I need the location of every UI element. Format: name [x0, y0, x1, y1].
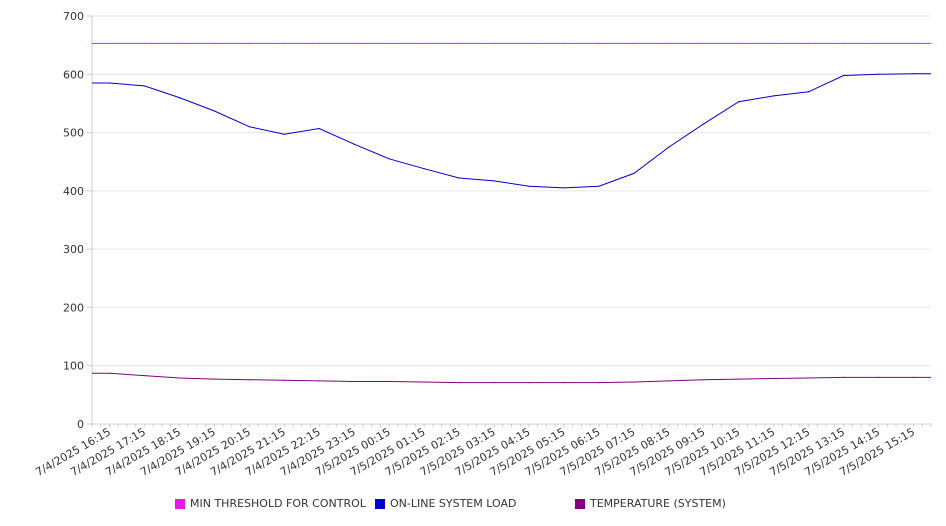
series-1-point — [877, 73, 880, 75]
series-2-point — [598, 382, 600, 384]
series-2-point — [423, 381, 425, 383]
series-0-point — [843, 42, 845, 44]
legend-swatch — [175, 498, 185, 509]
legend-item: TEMPERATURE (SYSTEM) — [575, 497, 726, 510]
series-0-point — [108, 42, 111, 44]
y-axis-ticks: 0 100 200 300 400 500 600 700 — [63, 10, 84, 431]
series-0-point — [423, 42, 425, 44]
series-0-point — [388, 42, 390, 44]
series-0-point — [493, 42, 495, 44]
series-0-point — [703, 42, 705, 44]
series-0-point — [178, 42, 180, 44]
legend-item: ON-LINE SYSTEM LOAD — [375, 497, 516, 510]
legend-item: MIN THRESHOLD FOR CONTROL — [175, 497, 366, 510]
series-1-point — [843, 74, 845, 77]
series-2-point — [528, 382, 530, 384]
series-0-point — [353, 42, 355, 44]
y-tick-label: 400 — [63, 185, 84, 198]
legend-label: TEMPERATURE (SYSTEM) — [590, 497, 726, 510]
series-0-point — [808, 42, 810, 44]
series-0-point — [318, 42, 320, 44]
x-axis-ticks: 7/4/2025 16:157/4/2025 17:157/4/2025 18:… — [33, 425, 917, 479]
series-1-point — [738, 101, 740, 103]
series-1-point — [388, 158, 390, 160]
series-2-point — [668, 380, 670, 382]
series-1-point — [213, 110, 215, 112]
series-0-point — [283, 42, 285, 44]
series-1-point — [563, 187, 565, 189]
legend: MIN THRESHOLD FOR CONTROL ON-LINE SYSTEM … — [0, 497, 946, 515]
series-1-point — [108, 82, 111, 84]
series-2-point — [738, 378, 740, 380]
series-1-point — [458, 177, 460, 179]
legend-label: MIN THRESHOLD FOR CONTROL — [190, 497, 366, 510]
series-1-point — [633, 172, 635, 174]
series-layer — [91, 42, 931, 384]
series-1-point — [318, 127, 320, 130]
series-line-2 — [91, 372, 931, 384]
series-2-point — [912, 376, 915, 378]
series-2-point — [843, 376, 845, 378]
series-2-point — [283, 379, 285, 381]
series-2-point — [877, 376, 880, 378]
series-2-point — [213, 378, 215, 380]
series-1-point — [423, 168, 425, 170]
series-2-point — [108, 372, 111, 374]
series-1-point — [248, 126, 250, 128]
y-tick-label: 300 — [63, 243, 84, 256]
series-2-point — [703, 379, 705, 381]
legend-swatch — [375, 498, 385, 509]
grid-lines — [92, 15, 931, 367]
series-1-point — [808, 91, 810, 93]
y-tick-label: 200 — [63, 301, 84, 314]
series-0-point — [563, 42, 565, 44]
series-2-point — [808, 377, 810, 379]
y-tick-label: 500 — [63, 127, 84, 140]
series-1-point — [528, 185, 530, 187]
series-2-point — [248, 379, 250, 381]
series-2-point — [458, 382, 460, 384]
y-tick-label: 100 — [63, 360, 84, 373]
series-0-point — [912, 42, 915, 44]
series-2-point — [143, 375, 146, 377]
series-1-point — [353, 143, 355, 145]
series-2-point — [178, 377, 180, 379]
y-tick-label: 600 — [63, 68, 84, 81]
series-0-point — [528, 42, 530, 44]
series-0-point — [668, 42, 670, 44]
y-tick-label: 0 — [77, 418, 84, 431]
series-2-point — [388, 380, 390, 383]
legend-label: ON-LINE SYSTEM LOAD — [390, 497, 517, 510]
series-1-point — [178, 97, 180, 99]
series-2-point — [633, 381, 635, 383]
series-1-point — [143, 85, 146, 87]
series-0-point — [458, 42, 460, 44]
series-0-point — [773, 42, 775, 44]
series-1-point — [773, 95, 775, 97]
series-1-point — [912, 73, 915, 75]
line-chart: 0 100 200 300 400 500 600 700 7/4/2025 16:157/4… — [33, 10, 932, 479]
series-1-point — [283, 133, 285, 135]
series-1-point — [703, 123, 705, 125]
series-0-point — [213, 42, 215, 44]
axes — [87, 15, 932, 427]
series-1-point — [668, 146, 670, 148]
series-1-point — [598, 185, 600, 187]
y-tick-label: 700 — [63, 10, 84, 23]
legend-swatch — [575, 498, 585, 509]
series-2-point — [773, 377, 775, 380]
series-0-point — [738, 42, 740, 44]
series-0-point — [598, 42, 600, 44]
series-0-point — [143, 42, 146, 44]
series-2-point — [318, 380, 320, 382]
series-2-point — [563, 382, 565, 384]
series-2-point — [493, 382, 495, 384]
series-2-point — [353, 380, 355, 383]
series-line-1 — [91, 73, 931, 189]
series-0-point — [248, 42, 250, 44]
series-0-point — [877, 42, 880, 44]
series-0-point — [633, 42, 635, 44]
series-1-point — [493, 180, 495, 182]
